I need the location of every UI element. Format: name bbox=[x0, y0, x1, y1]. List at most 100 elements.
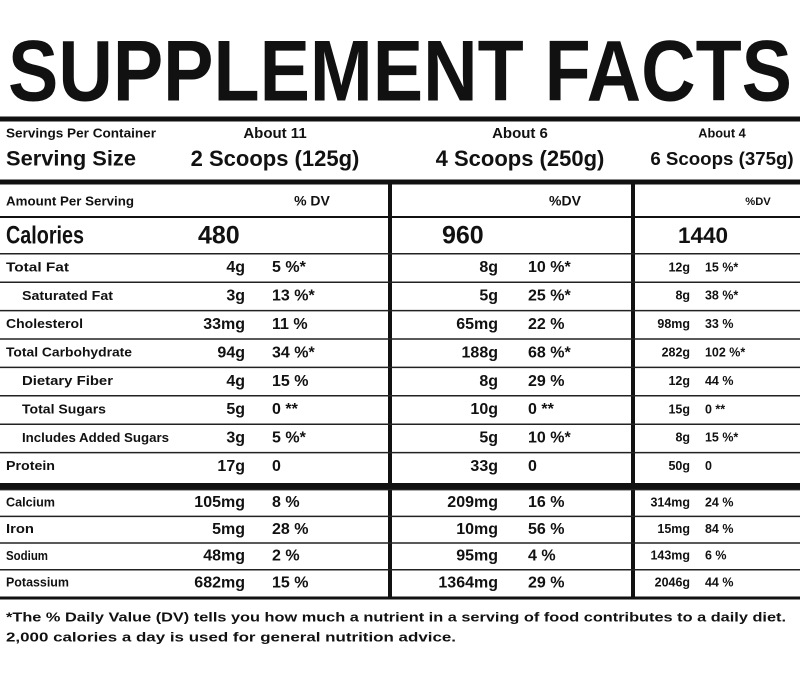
amount: 3g bbox=[226, 430, 245, 447]
daily-value: 28 % bbox=[272, 521, 308, 538]
daily-value: 38 %* bbox=[705, 289, 738, 303]
dv-header: % DV bbox=[294, 193, 330, 209]
nutrient-name: Total Fat bbox=[6, 259, 70, 274]
amount: 5g bbox=[226, 401, 245, 418]
dv-header: %DV bbox=[549, 193, 582, 209]
nutrient-name: Dietary Fiber bbox=[22, 373, 113, 388]
amount: 143mg bbox=[650, 549, 690, 563]
nutrient-name: Potassium bbox=[6, 575, 69, 590]
amount: 95mg bbox=[456, 548, 498, 565]
daily-value: 22 % bbox=[528, 316, 564, 333]
daily-value: 0 bbox=[528, 458, 537, 475]
amount: 8g bbox=[675, 431, 690, 445]
daily-value: 29 % bbox=[528, 373, 564, 390]
amount: 5g bbox=[479, 430, 498, 447]
daily-value: 34 %* bbox=[272, 344, 315, 361]
amount: 50g bbox=[669, 459, 691, 473]
amount-label: Amount Per Serving bbox=[6, 193, 134, 208]
daily-value: 5 %* bbox=[272, 430, 307, 447]
amount: 3g bbox=[226, 288, 245, 305]
amount: 98mg bbox=[657, 317, 690, 331]
daily-value: 10 %* bbox=[528, 259, 571, 276]
daily-value: 4 % bbox=[528, 548, 556, 565]
amount: 8g bbox=[479, 373, 498, 390]
servings-value: About 4 bbox=[698, 125, 746, 140]
amount: 10mg bbox=[456, 521, 498, 538]
serving-size-value: 2 Scoops (125g) bbox=[191, 146, 360, 171]
daily-value: 0 bbox=[272, 458, 281, 475]
daily-value: 16 % bbox=[528, 494, 564, 511]
footnote: *The % Daily Value (DV) tells you how mu… bbox=[6, 609, 786, 624]
servings-value: About 11 bbox=[243, 125, 306, 142]
daily-value: 15 %* bbox=[705, 431, 738, 445]
daily-value: 25 %* bbox=[528, 288, 571, 305]
daily-value: 44 % bbox=[705, 374, 733, 388]
amount: 15mg bbox=[657, 522, 690, 536]
amount: 1364mg bbox=[438, 574, 498, 591]
daily-value: 10 %* bbox=[528, 430, 571, 447]
daily-value: 56 % bbox=[528, 521, 564, 538]
amount: 314mg bbox=[650, 495, 690, 509]
amount: 5g bbox=[479, 288, 498, 305]
amount: 282g bbox=[662, 345, 690, 359]
nutrient-name: Cholesterol bbox=[6, 316, 83, 331]
amount: 12g bbox=[669, 374, 691, 388]
amount: 12g bbox=[669, 260, 691, 274]
nutrient-name: Total Sugars bbox=[22, 401, 106, 416]
daily-value: 8 % bbox=[272, 494, 300, 511]
amount: 188g bbox=[462, 344, 498, 361]
daily-value: 5 %* bbox=[272, 259, 307, 276]
nutrient-name: Total Carbohydrate bbox=[6, 345, 132, 360]
daily-value: 102 %* bbox=[705, 345, 745, 359]
daily-value: 0 ** bbox=[272, 401, 299, 418]
dv-header: %DV bbox=[745, 196, 771, 208]
amount: 4g bbox=[226, 373, 245, 390]
daily-value: 13 %* bbox=[272, 288, 315, 305]
amount: 15g bbox=[669, 402, 691, 416]
amount: 17g bbox=[217, 458, 245, 475]
title: SUPPLEMENT FACTS bbox=[8, 24, 792, 120]
serving-size-label: Serving Size bbox=[6, 148, 136, 171]
amount: 2046g bbox=[655, 575, 690, 589]
amount: 33g bbox=[470, 458, 498, 475]
footnote: 2,000 calories a day is used for general… bbox=[6, 629, 456, 644]
daily-value: 24 % bbox=[705, 495, 733, 509]
daily-value: 15 % bbox=[272, 373, 308, 390]
amount: 4g bbox=[226, 259, 245, 276]
daily-value: 84 % bbox=[705, 522, 733, 536]
daily-value: 0 ** bbox=[528, 401, 555, 418]
daily-value: 0 ** bbox=[705, 402, 725, 416]
daily-value: 33 % bbox=[705, 317, 733, 331]
nutrient-name: Saturated Fat bbox=[22, 288, 114, 303]
amount: 8g bbox=[479, 259, 498, 276]
daily-value: 44 % bbox=[705, 575, 733, 589]
nutrient-name: Protein bbox=[6, 458, 55, 473]
daily-value: 29 % bbox=[528, 574, 564, 591]
amount: 94g bbox=[217, 344, 245, 361]
amount: 5mg bbox=[212, 521, 245, 538]
serving-size-value: 4 Scoops (250g) bbox=[436, 146, 605, 171]
nutrient-name: Sodium bbox=[6, 548, 48, 563]
amount: 65mg bbox=[456, 316, 498, 333]
nutrient-name: Iron bbox=[6, 521, 34, 536]
daily-value: 11 % bbox=[272, 316, 308, 333]
amount: 105mg bbox=[194, 494, 245, 511]
amount: 682mg bbox=[194, 574, 245, 591]
daily-value: 15 % bbox=[272, 574, 308, 591]
amount: 33mg bbox=[203, 316, 245, 333]
daily-value: 2 % bbox=[272, 548, 300, 565]
daily-value: 15 %* bbox=[705, 260, 738, 274]
servings-value: About 6 bbox=[492, 125, 548, 142]
amount: 8g bbox=[675, 289, 690, 303]
calories-label: Calories bbox=[6, 222, 84, 250]
nutrient-name: Includes Added Sugars bbox=[22, 430, 169, 445]
nutrient-name: Calcium bbox=[6, 494, 55, 509]
calories-value: 480 bbox=[198, 222, 240, 250]
daily-value: 68 %* bbox=[528, 344, 571, 361]
servings-label: Servings Per Container bbox=[6, 125, 156, 140]
daily-value: 6 % bbox=[705, 549, 727, 563]
calories-value: 1440 bbox=[678, 223, 728, 248]
calories-value: 960 bbox=[442, 222, 484, 250]
amount: 209mg bbox=[447, 494, 498, 511]
